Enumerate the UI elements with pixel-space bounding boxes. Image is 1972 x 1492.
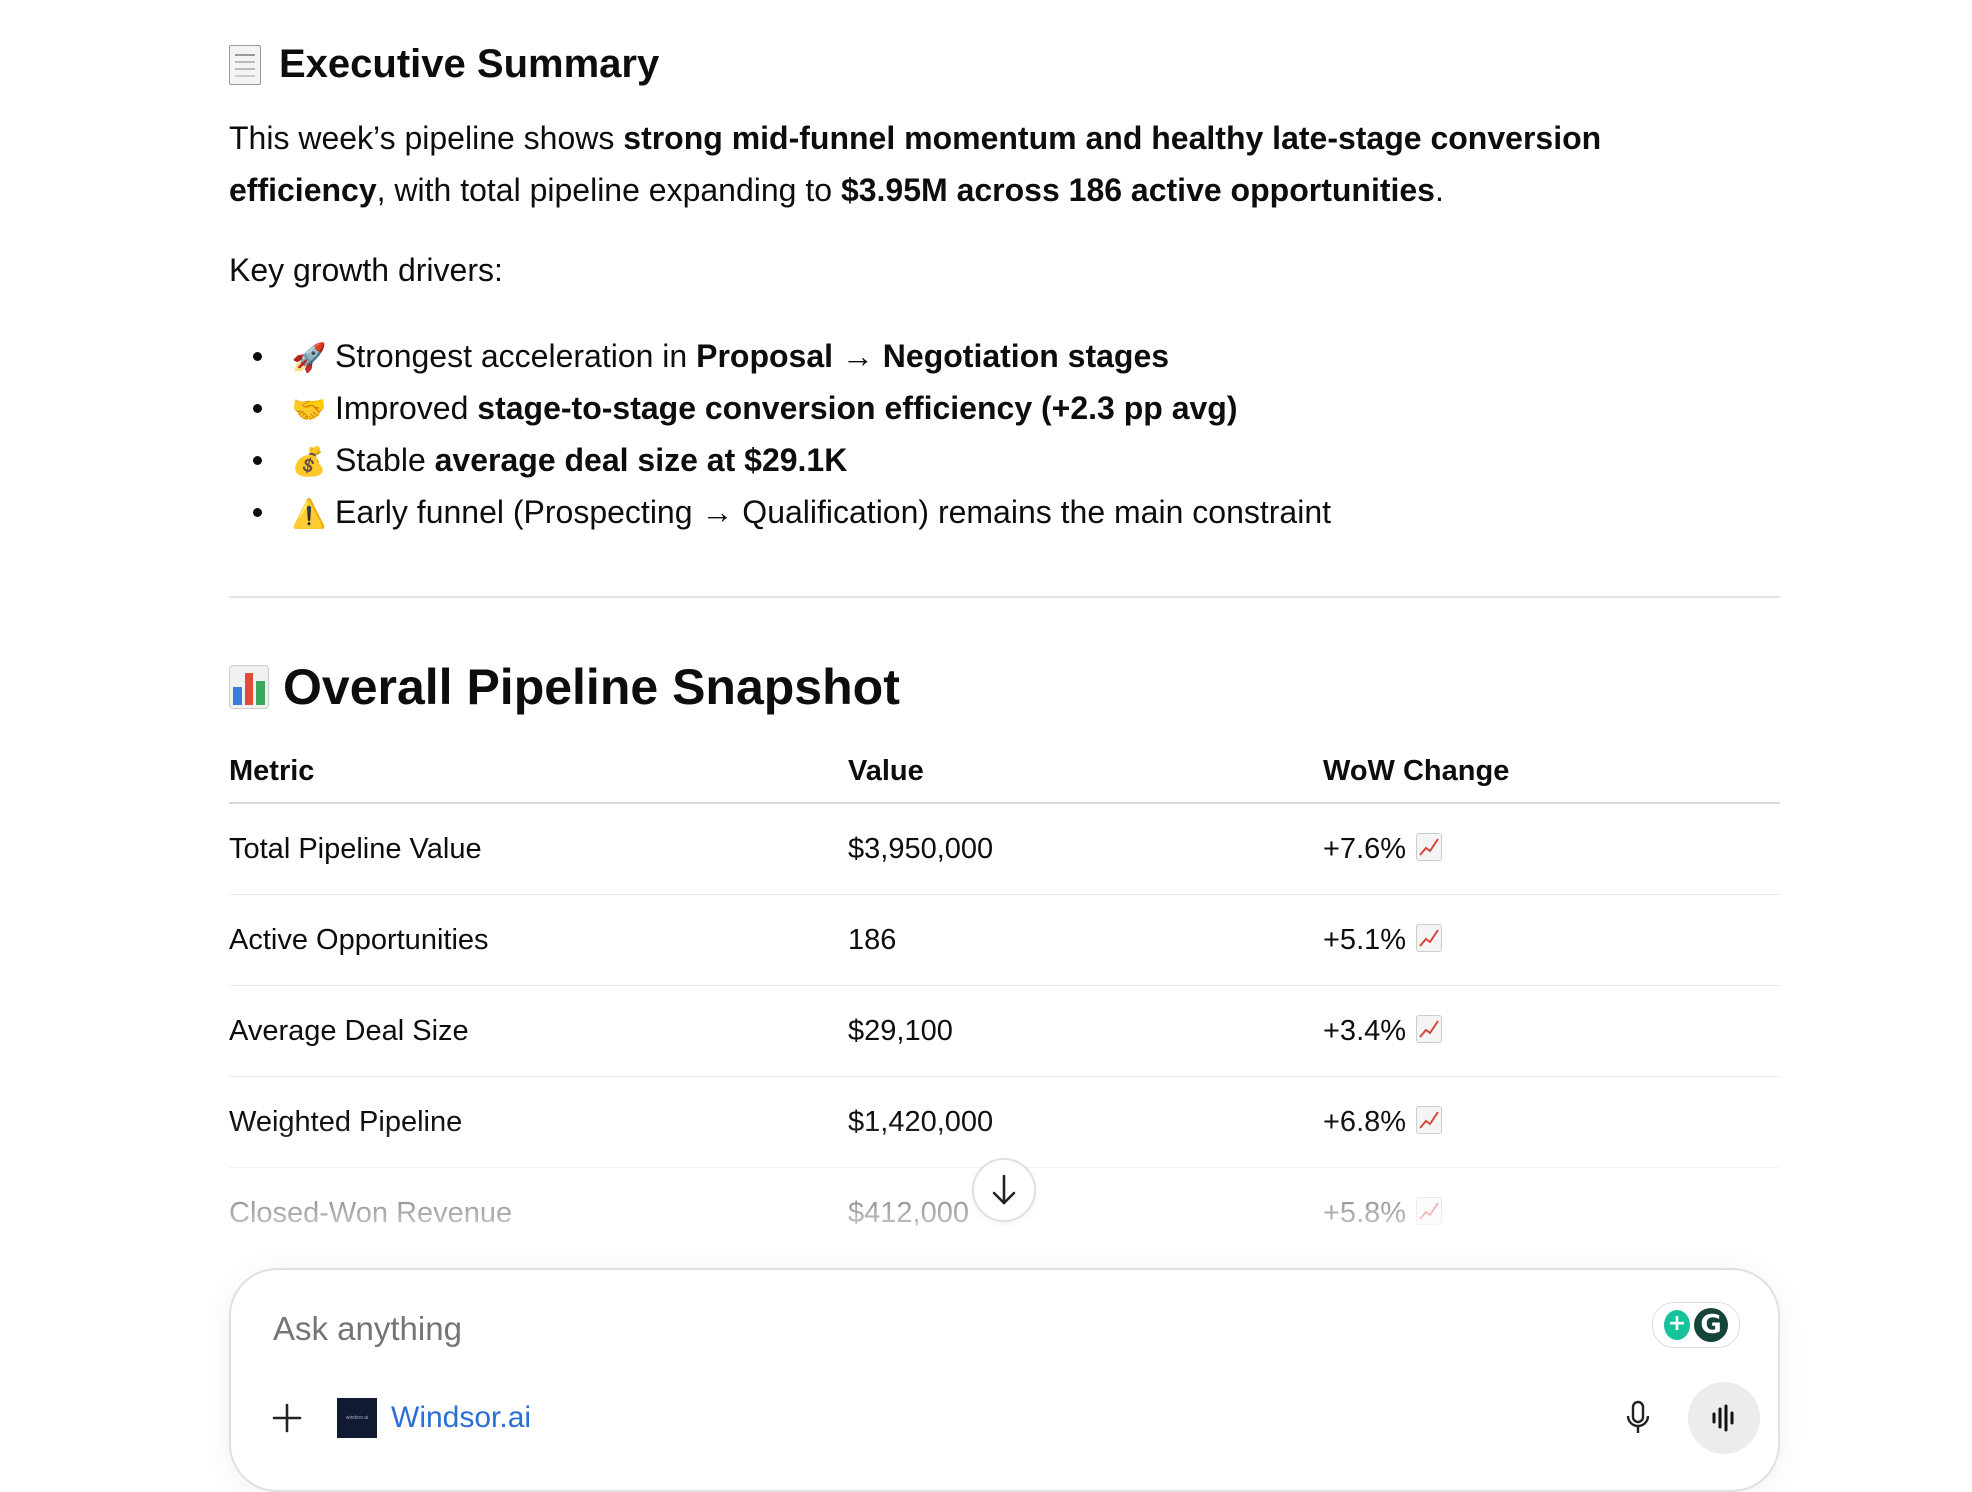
metric-cell: Average Deal Size [229, 985, 848, 1077]
chart-increasing-icon [1416, 1014, 1443, 1043]
table-row: Total Pipeline Value $3,950,000 +7.6% [229, 803, 1780, 895]
microphone-icon [1626, 1400, 1650, 1433]
receipt-icon [229, 44, 261, 85]
windsor-connector-chip[interactable]: windsor.ai Windsor.ai [337, 1398, 531, 1438]
drivers-list: 🚀 Strongest acceleration in Proposal → Ne… [229, 330, 1331, 538]
column-header-value: Value [848, 740, 1323, 804]
change-value: +5.8% [1323, 1196, 1407, 1229]
add-attachment-button[interactable] [267, 1398, 307, 1438]
message-composer: G windsor.ai Windsor.ai [229, 1268, 1780, 1492]
prompt-input[interactable] [273, 1310, 1273, 1348]
key-drivers-label: Key growth drivers: [229, 252, 503, 288]
change-value: +3.4% [1323, 1014, 1407, 1047]
change-cell: +3.4% [1323, 985, 1780, 1077]
change-cell: +5.1% [1323, 894, 1780, 986]
list-item-text: Early funnel (Prospecting → Qualificatio… [335, 494, 1331, 530]
list-item: 🚀 Strongest acceleration in Proposal → Ne… [229, 330, 1331, 382]
windsor-logo: windsor.ai [337, 1398, 377, 1438]
plus-icon [272, 1403, 302, 1433]
list-item-bold: Proposal → Negotiation stages [696, 338, 1170, 374]
change-value: +6.8% [1323, 1105, 1407, 1138]
metric-cell: Total Pipeline Value [229, 803, 848, 895]
chart-increasing-icon [1416, 832, 1443, 861]
metric-cell: Closed-Won Revenue [229, 1196, 513, 1229]
change-cell: +5.8% [1323, 1168, 1780, 1259]
metric-cell: Active Opportunities [229, 894, 848, 986]
value-cell: $412,000 [848, 1196, 969, 1229]
list-item-text: Improved [335, 390, 478, 426]
table-row: Weighted Pipeline $1,420,000 +6.8% [229, 1076, 1780, 1168]
warning-icon: ⚠️ [291, 497, 327, 530]
table-header-row: Metric Value WoW Change [229, 740, 1780, 804]
metric-cell: Weighted Pipeline [229, 1076, 848, 1168]
arrow-down-icon [992, 1174, 1016, 1205]
bar-chart-icon [229, 665, 269, 709]
summary-text: , with total pipeline expanding to [376, 172, 841, 208]
windsor-connector-label: Windsor.ai [391, 1401, 532, 1434]
change-value: +7.6% [1323, 832, 1407, 865]
value-cell: 186 [848, 894, 1323, 986]
summary-bold-text: strong mid-funnel momentum and healthy l… [229, 120, 1602, 208]
column-header-wow-change: WoW Change [1323, 740, 1780, 804]
grammarly-logo-icon: G [1694, 1308, 1728, 1342]
pipeline-snapshot-title: Overall Pipeline Snapshot [283, 659, 900, 715]
summary-paragraph: This week’s pipeline shows strong mid-fu… [229, 112, 1669, 216]
voice-waveform-icon [1712, 1404, 1734, 1432]
list-item: 💰 Stable average deal size at $29.1K [229, 434, 1331, 486]
rocket-icon: 🚀 [291, 341, 327, 374]
executive-summary-title: Executive Summary [279, 42, 660, 86]
scroll-to-bottom-button[interactable] [972, 1158, 1036, 1222]
change-value: +5.1% [1323, 923, 1407, 956]
value-cell: $1,420,000 [848, 1076, 1323, 1168]
pipeline-snapshot-heading: Overall Pipeline Snapshot [229, 658, 900, 716]
table-row: Average Deal Size $29,100 +3.4% [229, 985, 1780, 1077]
list-item: 🤝 Improved stage-to-stage conversion effi… [229, 382, 1331, 434]
list-item-bold: average deal size at $29.1K [434, 442, 848, 478]
change-cell: +7.6% [1323, 803, 1780, 895]
change-cell: +6.8% [1323, 1076, 1780, 1168]
summary-text: . [1434, 172, 1444, 208]
handshake-icon: 🤝 [291, 393, 327, 426]
column-header-metric: Metric [229, 740, 848, 804]
list-item-bold: stage-to-stage conversion efficiency (+2… [477, 390, 1238, 426]
section-divider [229, 596, 1780, 598]
chart-increasing-icon [1416, 1105, 1443, 1134]
value-cell: $3,950,000 [848, 803, 1323, 895]
money-bag-icon: 💰 [291, 445, 327, 478]
voice-mode-button[interactable] [1688, 1382, 1760, 1454]
dictate-button[interactable] [1616, 1396, 1660, 1440]
summary-text: This week’s pipeline shows [229, 120, 624, 156]
summary-bold-text: $3.95M across 186 active opportunities [840, 172, 1435, 208]
list-item: ⚠️ Early funnel (Prospecting → Qualificat… [229, 486, 1331, 538]
grammarly-widget[interactable]: G [1652, 1302, 1740, 1348]
executive-summary-heading: Executive Summary [229, 42, 659, 87]
chart-increasing-icon [1416, 923, 1443, 952]
table-row: Active Opportunities 186 +5.1% [229, 894, 1780, 986]
value-cell: $29,100 [848, 985, 1323, 1077]
grammarly-suggestion-icon [1664, 1310, 1690, 1340]
list-item-text: Stable [335, 442, 435, 478]
chart-increasing-icon [1416, 1196, 1443, 1225]
list-item-text: Strongest acceleration in [335, 338, 697, 374]
